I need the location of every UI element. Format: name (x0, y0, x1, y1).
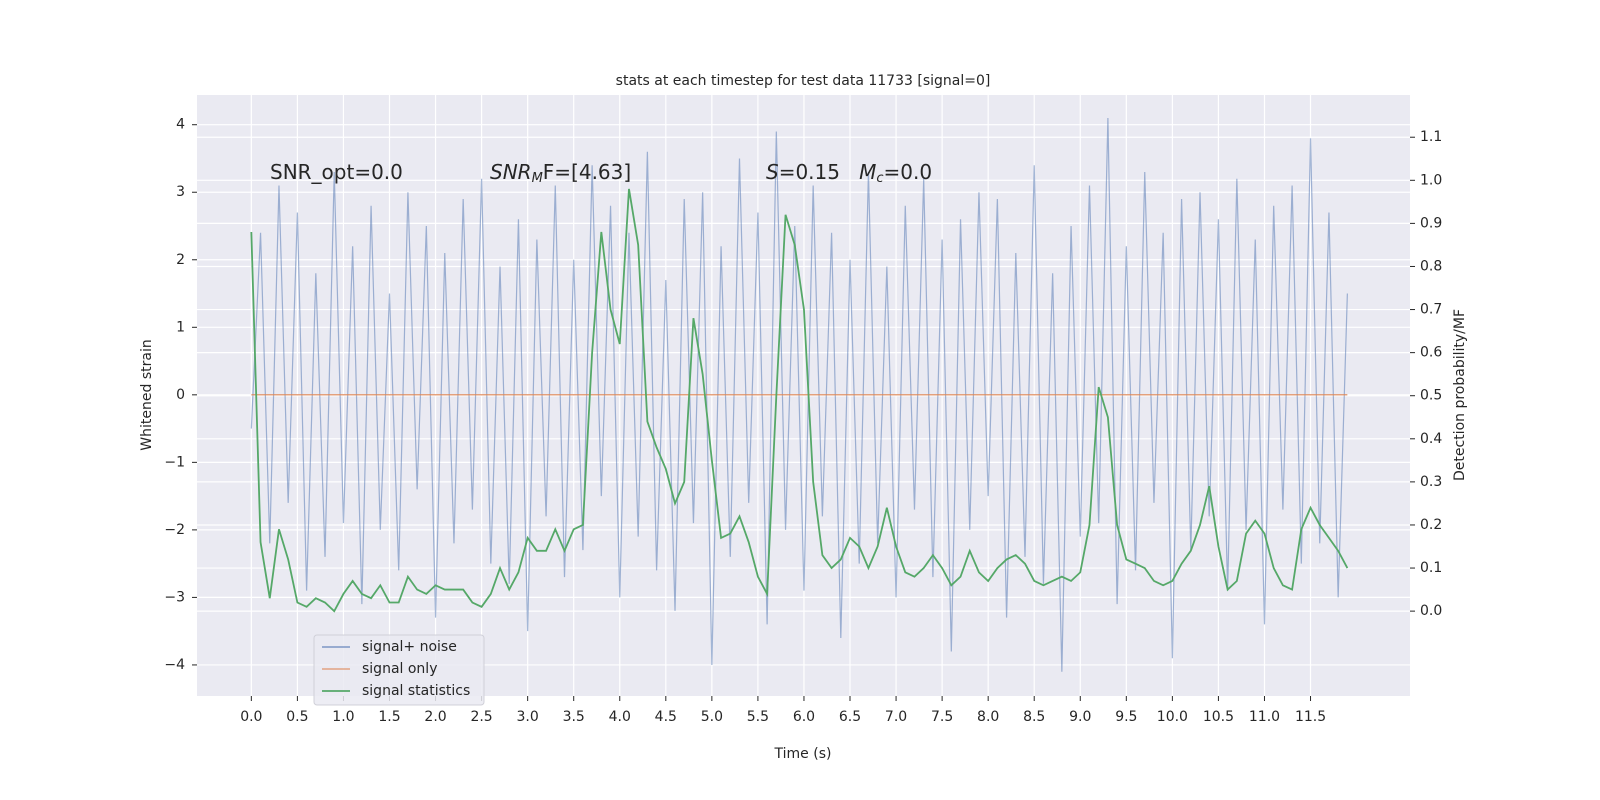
annotation-part: =0.15 (779, 160, 859, 184)
legend-label: signal statistics (362, 683, 470, 699)
annotation-part: c (876, 171, 883, 186)
x-tick-label: 0.5 (286, 709, 308, 725)
y-tick-label: 1 (176, 319, 185, 335)
x-tick-label: 8.5 (1023, 709, 1045, 725)
legend-box (313, 634, 485, 706)
annotation-part: =0.0 (884, 160, 933, 184)
x-tick-label: 8.0 (977, 709, 999, 725)
x-tick-label: 3.0 (517, 709, 539, 725)
y2-tick-label: 0.6 (1420, 345, 1442, 361)
annotation-part: M (532, 171, 543, 186)
x-tick-label: 10.5 (1203, 709, 1234, 725)
x-tick-label: 6.5 (839, 709, 861, 725)
y-tick-label: 0 (176, 387, 185, 403)
y-tick-label: −4 (164, 657, 185, 673)
y2-tick-label: 0.2 (1420, 517, 1442, 533)
y2-tick-label: 1.1 (1420, 129, 1442, 145)
y2-tick-label: 0.4 (1420, 431, 1442, 447)
y2-tick-label: 0.7 (1420, 302, 1442, 318)
x-tick-label: 7.5 (931, 709, 953, 725)
x-tick-label: 2.5 (470, 709, 492, 725)
y-tick-label: 2 (176, 252, 185, 268)
series-line (250, 117, 1348, 672)
x-tick-label: 5.0 (701, 709, 723, 725)
y-tick-label: −1 (164, 454, 185, 470)
y2-axis-label: Detection probability/MF (1452, 309, 1468, 481)
x-tick-label: 1.0 (332, 709, 354, 725)
annotation-part: F=[4.63] (543, 160, 631, 184)
y2-tick-label: 0.3 (1420, 474, 1442, 490)
legend-label: signal+ noise (362, 639, 457, 655)
annotation: SNRMF=[4.63] (490, 160, 631, 186)
y-tick-label: −2 (164, 522, 185, 538)
x-tick-label: 2.0 (424, 709, 446, 725)
x-tick-label: 6.0 (793, 709, 815, 725)
series-line (250, 188, 1349, 613)
y-tick-label: 3 (176, 184, 185, 200)
annotation-part: SNR_opt=0.0 (270, 160, 403, 184)
y-tick-label: 4 (176, 117, 185, 133)
x-tick-label: 10.0 (1157, 709, 1188, 725)
x-tick-label: 3.5 (563, 709, 585, 725)
x-tick-label: 5.5 (747, 709, 769, 725)
y-tick-label: −3 (164, 589, 185, 605)
y2-tick-label: 0.0 (1420, 603, 1442, 619)
x-tick-label: 9.0 (1069, 709, 1091, 725)
x-tick-label: 1.5 (378, 709, 400, 725)
x-tick-label: 11.0 (1249, 709, 1280, 725)
annotation: SNR_opt=0.0 (270, 160, 403, 184)
annotation-part: SNR (490, 160, 532, 184)
annotation-part: M (859, 160, 876, 184)
annotation-part: S (766, 160, 779, 184)
legend-label: signal only (362, 661, 437, 677)
y2-tick-label: 0.9 (1420, 215, 1442, 231)
x-tick-label: 7.0 (885, 709, 907, 725)
y2-tick-label: 0.5 (1420, 388, 1442, 404)
x-tick-label: 4.0 (609, 709, 631, 725)
x-tick-label: 11.5 (1295, 709, 1326, 725)
y2-tick-label: 0.8 (1420, 258, 1442, 274)
x-tick-label: 9.5 (1115, 709, 1137, 725)
x-axis-label: Time (s) (774, 746, 832, 762)
annotation: S=0.15 Mc=0.0 (766, 160, 932, 186)
y-axis-label: Whitened strain (139, 339, 155, 450)
y2-tick-label: 0.1 (1420, 560, 1442, 576)
y2-tick-label: 1.0 (1420, 172, 1442, 188)
x-tick-label: 0.0 (240, 709, 262, 725)
chart-title: stats at each timestep for test data 117… (616, 73, 991, 89)
x-tick-label: 4.5 (655, 709, 677, 725)
